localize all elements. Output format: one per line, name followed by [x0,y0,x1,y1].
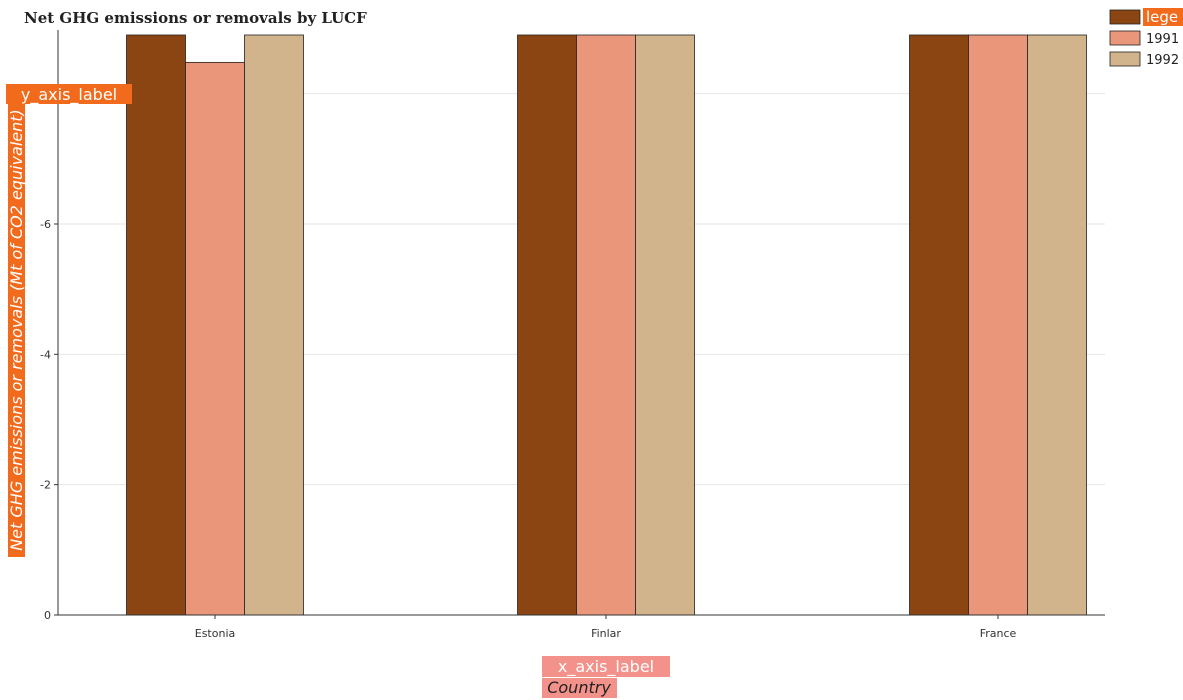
legend-swatch-1992 [1109,51,1141,67]
legend: lege 1991 1992 [1109,8,1183,68]
x-tick-label: Finlar [591,627,621,640]
legend-swatch-lege [1109,9,1141,25]
bar-france-1992 [1027,34,1087,616]
x-ticks: Estonia Finlar France [195,615,1017,640]
legend-swatch-1991 [1109,30,1141,46]
bar-finland-1992 [635,34,695,616]
bar-estonia-1992 [244,34,304,616]
bar-france-lege [909,34,969,616]
bar-estonia-1991 [185,61,245,616]
legend-label-lege: lege [1146,8,1178,26]
y-axis-label: Net GHG emissions or removals (Mt of CO2… [7,109,26,551]
x-tick-label: Estonia [195,627,236,640]
bar-finland-1991 [576,34,636,616]
y-tick-label: 0 [44,609,51,622]
legend-badge-bg [1143,8,1183,26]
x-tick-label: France [980,627,1017,640]
bars [126,34,1087,616]
y-ticks: 0-2-4-6-8 [40,88,58,622]
x-axis-label: Country [547,678,611,697]
legend-label-1992: 1992 [1146,53,1179,68]
x-axis-badge: x_axis_label [558,657,654,677]
legend-label-1991: 1991 [1146,32,1179,47]
chart-title: Net GHG emissions or removals by LUCF [24,9,367,27]
x-axis-label-bg [542,678,617,698]
x-axis-badge-bg [542,656,670,677]
y-tick-label: -6 [40,218,51,231]
y-tick-label: -4 [40,348,51,361]
y-axis-badge: y_axis_label [21,85,117,105]
y-axis-badge-bg [6,84,132,104]
bar-estonia-lege [126,34,186,616]
y-tick-label: -2 [40,479,51,492]
bar-france-1991 [968,34,1028,616]
bar-finland-lege [517,34,577,616]
y-axis-label-bg [8,104,25,557]
